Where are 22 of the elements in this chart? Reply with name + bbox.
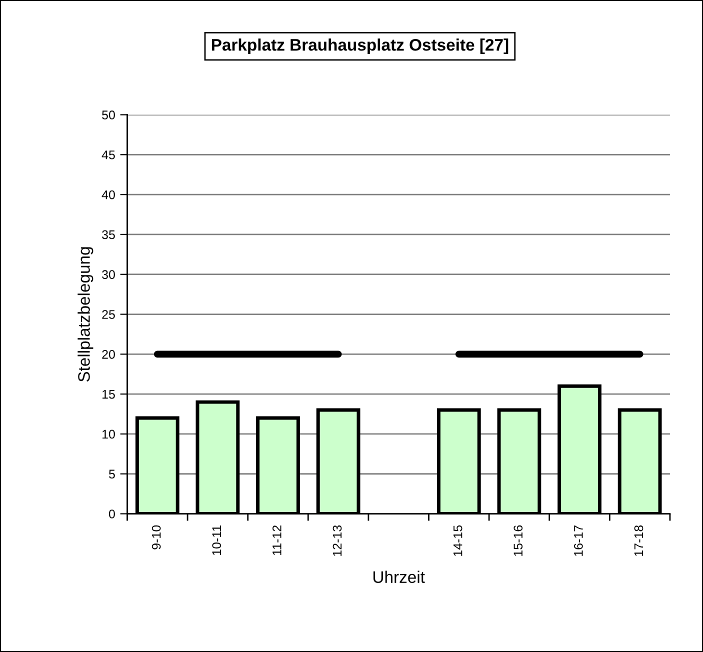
y-tick-label: 25 — [102, 310, 115, 319]
x-tick-label: 15-16 — [514, 525, 523, 556]
chart-title: Parkplatz Brauhausplatz Ostseite [27] — [212, 38, 508, 54]
y-tick-label: 10 — [102, 430, 115, 439]
y-tick-label: 15 — [102, 390, 115, 399]
y-tick-label: 20 — [102, 350, 115, 359]
y-tick-label: 40 — [102, 190, 115, 200]
x-tick-label: 10-11 — [212, 525, 222, 555]
x-tick-label: 16-17 — [574, 526, 583, 556]
y-tick-label: 45 — [102, 150, 115, 160]
x-tick-label: 17-18 — [634, 525, 644, 556]
y-tick-label: 0 — [108, 510, 115, 518]
x-tick-label: 9-10 — [152, 525, 161, 550]
y-axis-title: Stellplatzbelegung — [78, 247, 94, 382]
y-tick-label: 30 — [102, 270, 115, 280]
x-tick-label: 14-15 — [454, 525, 462, 556]
x-axis-title: Uhrzeit — [373, 570, 425, 583]
y-tick-label: 5 — [108, 470, 115, 479]
y-tick-label: 50 — [102, 110, 115, 120]
x-tick-label: 12-13 — [332, 525, 342, 556]
y-tick-label: 35 — [102, 230, 115, 240]
x-tick-label: 11-12 — [272, 526, 282, 555]
